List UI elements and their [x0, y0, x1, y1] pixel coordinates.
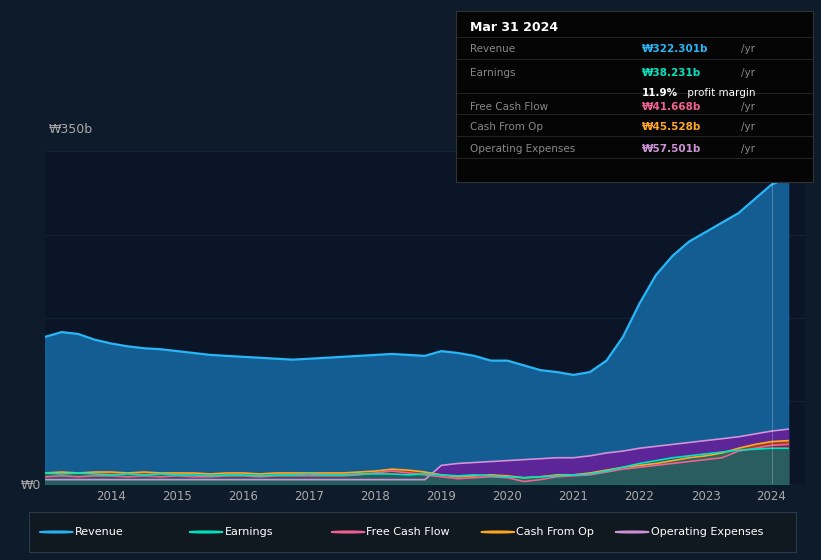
- Circle shape: [39, 531, 73, 533]
- Text: /yr: /yr: [741, 122, 755, 132]
- Circle shape: [481, 531, 515, 533]
- Text: ₩41.668b: ₩41.668b: [641, 102, 701, 112]
- Text: Earnings: Earnings: [224, 527, 273, 537]
- Text: ₩45.528b: ₩45.528b: [641, 122, 701, 132]
- Text: Free Cash Flow: Free Cash Flow: [366, 527, 450, 537]
- Text: ₩57.501b: ₩57.501b: [641, 144, 701, 155]
- Text: Operating Expenses: Operating Expenses: [470, 144, 576, 155]
- Text: /yr: /yr: [741, 68, 755, 78]
- Circle shape: [331, 531, 365, 533]
- Text: Operating Expenses: Operating Expenses: [650, 527, 763, 537]
- Circle shape: [189, 531, 223, 533]
- Circle shape: [615, 531, 649, 533]
- Text: 11.9%: 11.9%: [641, 88, 677, 98]
- Text: Revenue: Revenue: [470, 44, 515, 54]
- Text: ₩350b: ₩350b: [49, 123, 93, 136]
- Text: Cash From Op: Cash From Op: [516, 527, 594, 537]
- Text: /yr: /yr: [741, 144, 755, 155]
- Text: ₩322.301b: ₩322.301b: [641, 44, 708, 54]
- Text: ₩38.231b: ₩38.231b: [641, 68, 700, 78]
- Text: /yr: /yr: [741, 102, 755, 112]
- Text: Earnings: Earnings: [470, 68, 516, 78]
- Text: Cash From Op: Cash From Op: [470, 122, 543, 132]
- Text: Revenue: Revenue: [75, 527, 123, 537]
- Text: Mar 31 2024: Mar 31 2024: [470, 21, 558, 35]
- Text: /yr: /yr: [741, 44, 755, 54]
- Text: profit margin: profit margin: [684, 88, 755, 98]
- Text: Free Cash Flow: Free Cash Flow: [470, 102, 548, 112]
